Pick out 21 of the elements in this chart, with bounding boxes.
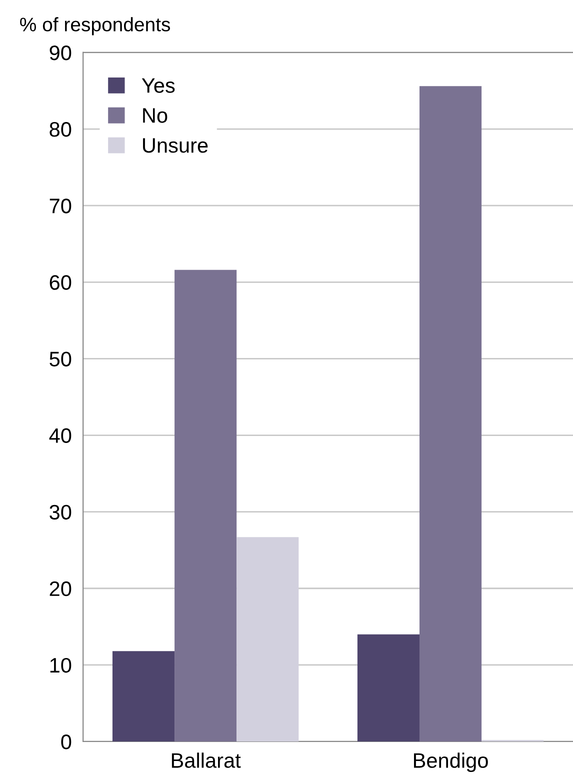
- legend-label: Unsure: [143, 138, 208, 153]
- y-tick-label: 60: [50, 275, 72, 290]
- y-tick-label: 80: [50, 122, 72, 137]
- bar: [174, 270, 237, 742]
- y-tick-label: 90: [50, 45, 72, 60]
- x-tick-label: Ballarat: [172, 752, 241, 768]
- bar: [112, 651, 175, 742]
- legend-label: Yes: [142, 78, 175, 93]
- bar: [419, 86, 482, 742]
- x-tick-label: Bendigo: [414, 752, 488, 772]
- y-axis-title: % of respondents: [20, 17, 170, 36]
- y-tick-label: 20: [50, 581, 72, 596]
- y-tick-label: 40: [49, 428, 72, 444]
- y-tick-label: 50: [50, 352, 72, 366]
- bar: [236, 537, 299, 742]
- legend-label: No: [143, 108, 168, 123]
- y-tick-label: 70: [50, 198, 72, 214]
- y-tick-label: 0: [61, 734, 72, 750]
- bar: [357, 634, 420, 742]
- y-tick-label: 10: [50, 658, 72, 673]
- y-tick-label: 30: [50, 504, 72, 520]
